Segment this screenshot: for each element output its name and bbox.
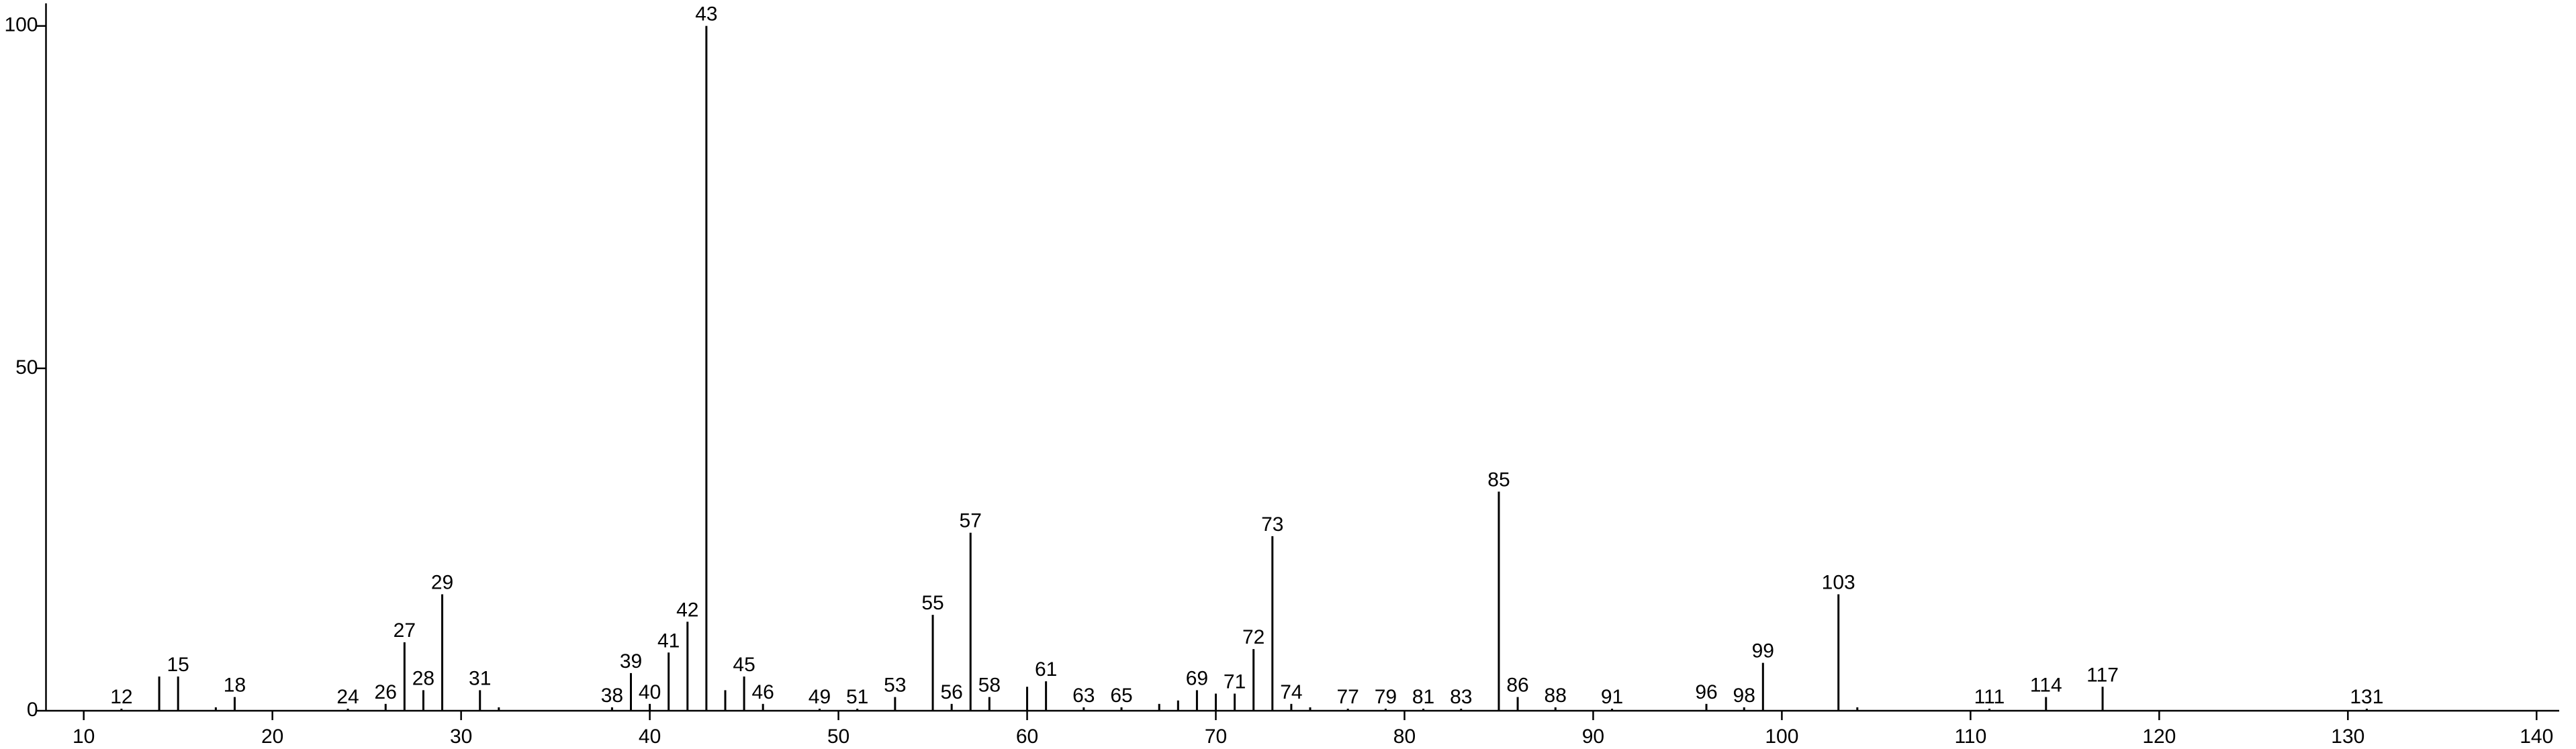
peak-label: 88	[1545, 685, 1567, 707]
peak-label: 111	[1974, 686, 2005, 708]
peak-label: 24	[336, 686, 359, 708]
y-tick-label: 100	[4, 14, 38, 36]
peak-label: 86	[1506, 675, 1528, 697]
x-tick-label: 60	[1016, 726, 1038, 748]
peak-label: 96	[1695, 681, 1717, 703]
peak-label: 43	[695, 3, 717, 26]
peak-label: 26	[375, 681, 397, 703]
peak-label: 131	[2350, 686, 2383, 708]
x-tick-label: 80	[1393, 726, 1416, 748]
peak-label: 91	[1601, 686, 1623, 708]
peak-label: 29	[431, 572, 453, 594]
peak-label: 74	[1280, 681, 1302, 703]
peak-label: 83	[1450, 686, 1472, 708]
x-tick-label: 110	[1954, 726, 1986, 748]
x-tick-label: 130	[2331, 726, 2364, 748]
x-tick-label: 90	[1582, 726, 1604, 748]
peak-label: 27	[394, 619, 416, 642]
peak-label: 81	[1412, 686, 1434, 708]
peak-label: 42	[676, 599, 698, 621]
peak-label: 58	[978, 675, 1001, 697]
peak-label: 45	[733, 654, 755, 676]
peak-label: 99	[1752, 640, 1774, 662]
peak-label: 77	[1336, 686, 1359, 708]
x-tick-label: 30	[450, 726, 472, 748]
peak-label: 41	[657, 630, 680, 652]
peak-label: 117	[2086, 664, 2119, 686]
x-tick-label: 100	[1765, 726, 1798, 748]
peak-label: 49	[809, 686, 831, 708]
peak-label: 71	[1224, 670, 1246, 693]
peak-label: 31	[469, 667, 491, 689]
x-tick-label: 120	[2142, 726, 2176, 748]
x-tick-label: 40	[639, 726, 661, 748]
peak-label: 18	[224, 675, 246, 697]
peak-label: 55	[921, 592, 944, 614]
peak-label: 98	[1733, 685, 1755, 707]
x-tick-label: 20	[261, 726, 283, 748]
peak-label: 39	[620, 650, 642, 672]
peak-label: 57	[960, 510, 982, 532]
peak-label: 38	[601, 685, 623, 707]
peak-label: 28	[412, 667, 434, 689]
x-tick-label: 50	[827, 726, 849, 748]
peak-label: 53	[884, 675, 906, 697]
peak-label: 12	[110, 686, 132, 708]
peak-label: 72	[1242, 626, 1264, 648]
peak-label: 51	[846, 686, 868, 708]
peak-label: 65	[1110, 685, 1132, 707]
peak-label: 63	[1072, 685, 1095, 707]
x-tick-label: 10	[73, 726, 95, 748]
y-tick-label: 0	[27, 699, 38, 721]
peak-label: 46	[751, 681, 774, 703]
peak-label: 15	[167, 654, 189, 676]
x-tick-label: 70	[1205, 726, 1227, 748]
x-tick-label: 140	[2520, 726, 2553, 748]
peak-label: 40	[639, 681, 661, 703]
peak-label: 73	[1261, 513, 1283, 536]
peak-label: 79	[1375, 686, 1397, 708]
peak-label: 69	[1186, 667, 1208, 689]
peak-label: 61	[1035, 658, 1057, 681]
y-tick-label: 50	[15, 356, 38, 379]
peak-label: 85	[1487, 468, 1510, 491]
peak-label: 103	[1822, 572, 1855, 594]
peak-label: 56	[940, 681, 962, 703]
peak-label: 114	[2030, 675, 2062, 697]
